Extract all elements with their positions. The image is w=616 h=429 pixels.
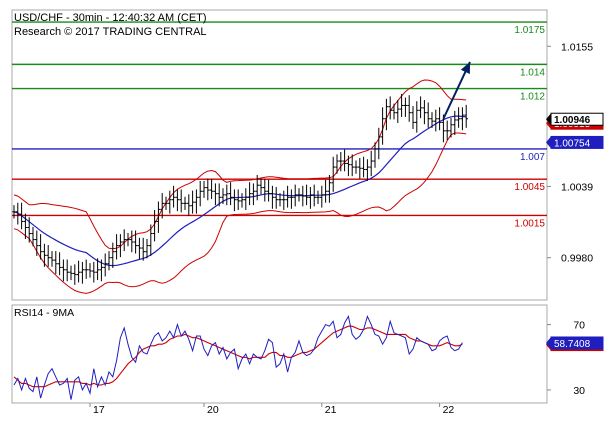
chart-subtitle: Research © 2017 TRADING CENTRAL [14,26,207,38]
forecast-arrow-layer [442,61,471,120]
level-label-1.0175: 1.0175 [514,25,545,36]
value-tag-label-moving-average: 1.00754 [554,138,591,149]
level-label-1.012: 1.012 [520,92,545,103]
x-axis-tick-label: 17 [93,404,105,416]
moving-average-line [13,115,467,267]
y-axis-tick-label: 1.0155 [561,41,593,53]
rsi-y-axis-tick-label: 30 [573,385,585,397]
x-axis-tick-label: 20 [207,404,219,416]
axes-layer: 0.9980 1.0039 1.0155 30 70 17 20 21 22 [89,41,593,416]
forecast-arrow-head [460,61,470,75]
value-tag-label-current-price: 1.00946 [554,115,591,126]
y-axis-tick-label: 0.9980 [561,253,593,265]
value-tag-pointer-current-price [546,113,551,126]
chart-title: USD/CHF - 30min - 12:40:32 AM (CET) [14,12,207,24]
level-label-1.014: 1.014 [520,67,545,78]
value-tag-label-rsi: 58.7408 [554,339,591,350]
bollinger-lower-band [13,132,467,294]
level-label-1.0045: 1.0045 [514,182,545,193]
x-axis-tick-label: 21 [325,404,337,416]
x-axis-tick-label: 22 [443,404,455,416]
rsi-line [13,314,463,400]
price-panel-frame [11,9,548,301]
price-bars-layer [12,93,468,285]
value-tag-pointer-rsi [546,336,551,349]
value-tag-pointer-moving-average [546,136,551,149]
rsi-layer [13,314,463,400]
level-label-1.0015: 1.0015 [514,218,545,229]
y-axis-tick-label: 1.0039 [561,181,593,193]
rsi-panel-frame [11,304,548,404]
levels-layer: 1.0175 1.014 1.012 1.007 1.0045 1.0015 [12,21,547,229]
level-label-1.007: 1.007 [520,152,545,163]
rsi-panel-label: RSI14 - 9MA [14,307,74,319]
rsi-y-axis-tick-label: 70 [573,320,585,332]
